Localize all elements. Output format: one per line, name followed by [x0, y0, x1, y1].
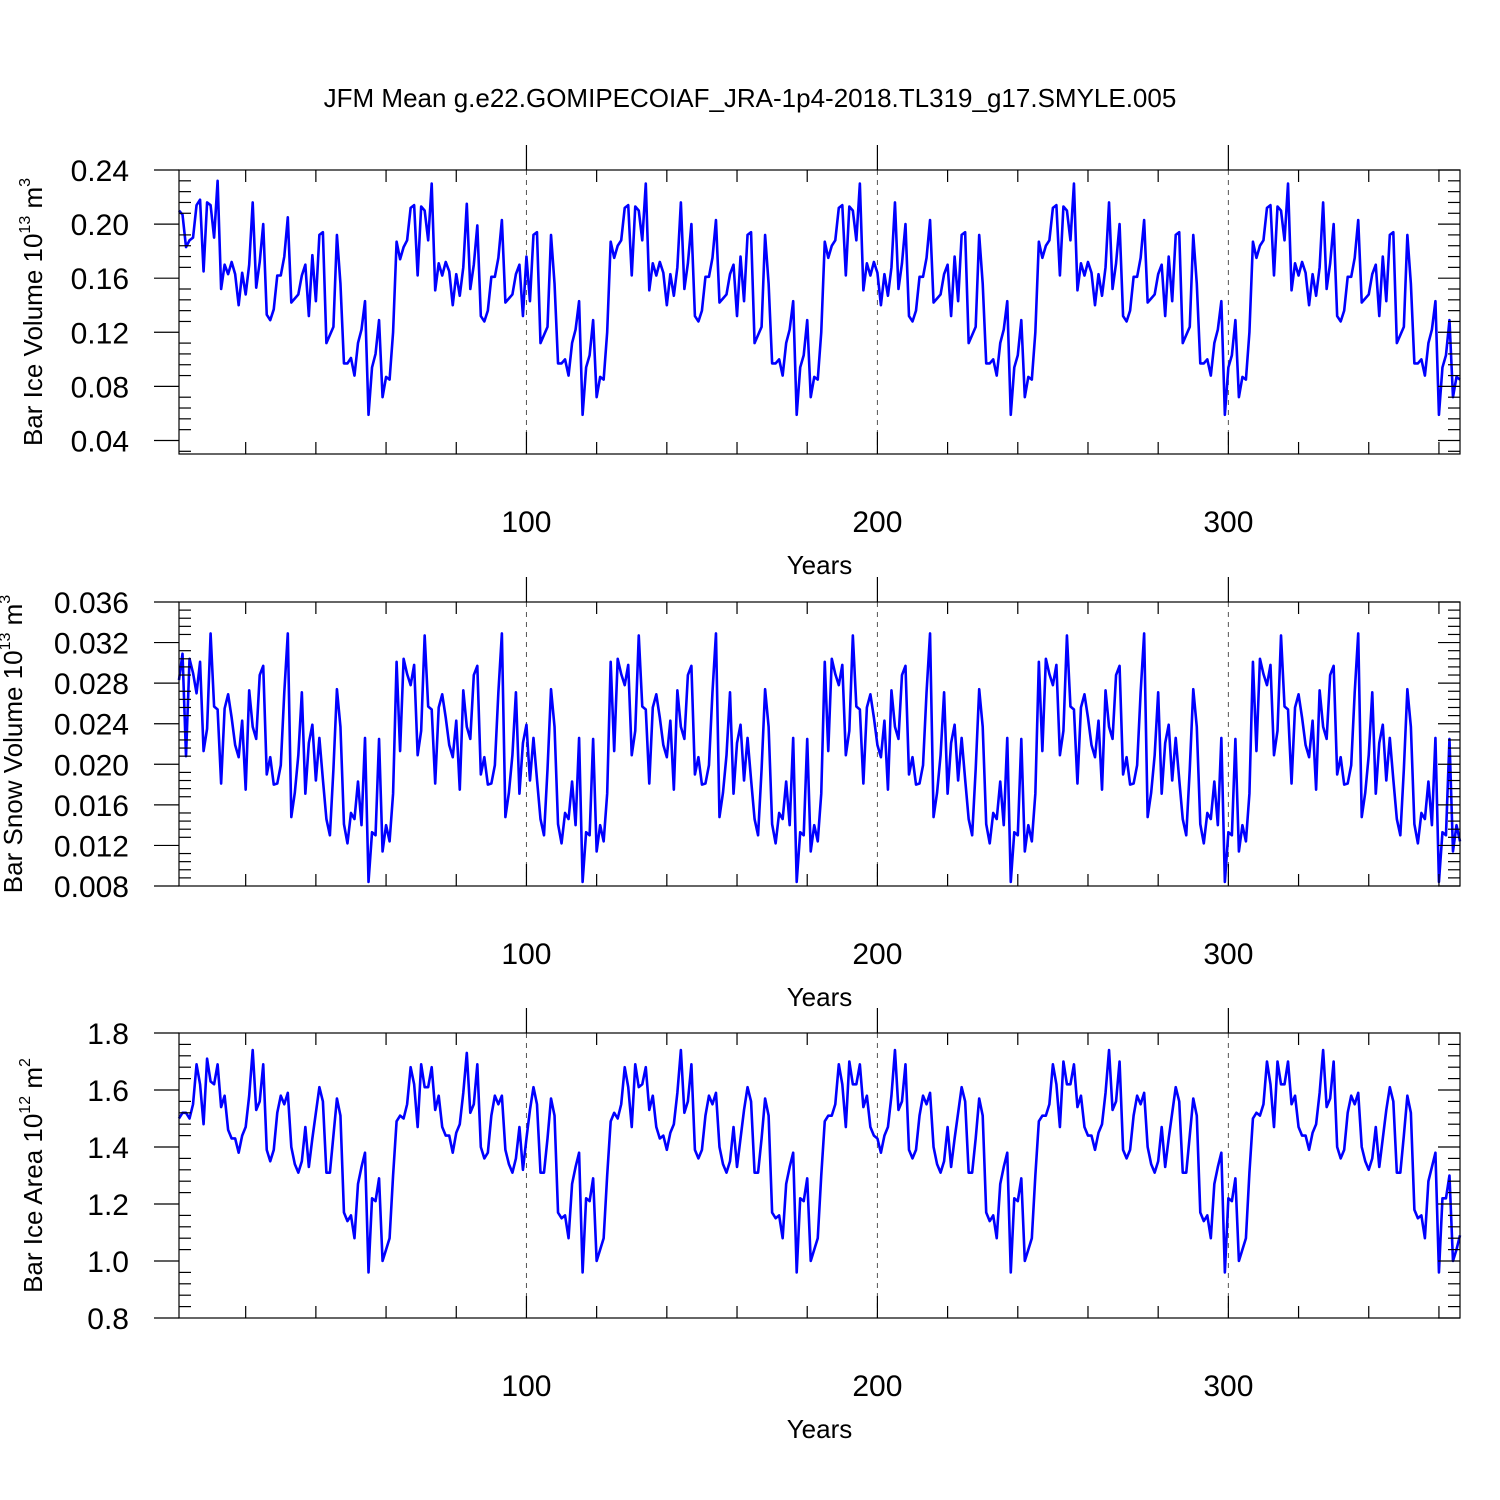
y-tick-label: 1.2 — [87, 1189, 129, 1222]
x-tick-label: 200 — [852, 938, 902, 971]
x-tick-label: 200 — [852, 506, 902, 539]
y-tick-label: 1.0 — [87, 1246, 129, 1279]
y-tick-label: 0.008 — [54, 871, 129, 904]
y-axis-label-exponent: 13 — [0, 632, 14, 650]
y-tick-label: 0.020 — [54, 749, 129, 782]
series-line — [177, 632, 1462, 884]
y-tick-label: 0.032 — [54, 628, 129, 661]
chart-title: JFM Mean g.e22.GOMIPECOIAF_JRA-1p4-2018.… — [324, 83, 1177, 113]
y-tick-label: 0.08 — [71, 371, 129, 404]
y-axis-label-main: Bar Snow Volume 10 — [0, 650, 28, 893]
x-tick-label: 200 — [852, 1370, 902, 1403]
series-line — [178, 179, 1461, 417]
y-tick-label: 1.4 — [87, 1132, 129, 1165]
y-tick-label: 0.04 — [71, 425, 129, 458]
y-axis-label-unit-exponent: 2 — [17, 1058, 34, 1067]
x-axis-label: Years — [787, 1414, 853, 1444]
x-axis-label: Years — [787, 982, 853, 1012]
y-axis-label-unit-exponent: 3 — [17, 178, 34, 187]
series-line — [177, 1048, 1462, 1274]
y-axis-label-unit: m — [0, 604, 28, 633]
y-axis-label-unit-exponent: 3 — [0, 595, 14, 604]
y-axis-label-main: Bar Ice Volume 10 — [18, 234, 48, 446]
y-tick-label: 0.036 — [54, 587, 129, 620]
y-tick-label: 1.8 — [87, 1018, 129, 1051]
y-tick-label: 0.016 — [54, 790, 129, 823]
x-axis-label: Years — [787, 550, 853, 580]
x-tick-label: 100 — [501, 506, 551, 539]
y-axis-label-main: Bar Ice Area 10 — [18, 1114, 48, 1293]
plot-frame — [178, 169, 1461, 455]
y-tick-label: 0.012 — [54, 830, 129, 863]
x-tick-label: 300 — [1203, 506, 1253, 539]
y-tick-label: 0.12 — [71, 317, 129, 350]
y-axis-label: Bar Snow Volume 1013 m3 — [0, 595, 28, 894]
x-tick-label: 300 — [1203, 1370, 1253, 1403]
panel-ice-volume: 0.04 0.08 0.12 0.16 0.20 0.24 100 200 300 Years Ba… — [17, 145, 1461, 580]
y-tick-label: 1.6 — [87, 1075, 129, 1108]
y-axis-label: Bar Ice Area 1012 m2 — [17, 1058, 48, 1293]
y-axis-label-unit: m — [18, 187, 48, 216]
y-tick-label: 0.024 — [54, 709, 129, 742]
y-tick-label: 0.24 — [71, 155, 129, 188]
x-tick-label: 100 — [501, 1370, 551, 1403]
plot-frame — [178, 601, 1461, 887]
y-tick-label: 0.16 — [71, 263, 129, 296]
y-axis-label-exponent: 12 — [17, 1096, 34, 1114]
y-tick-label: 0.8 — [87, 1303, 129, 1336]
y-tick-label: 0.028 — [54, 668, 129, 701]
panel-snow-volume: 0.008 0.012 0.016 0.020 0.024 0.028 0.032 0.036… — [0, 577, 1462, 1012]
x-tick-label: 100 — [501, 938, 551, 971]
y-tick-label: 0.20 — [71, 209, 129, 242]
y-axis-label-unit: m — [18, 1067, 48, 1096]
x-tick-label: 300 — [1203, 938, 1253, 971]
y-axis-label-exponent: 13 — [17, 216, 34, 234]
plot-frame — [178, 1032, 1461, 1319]
panel-ice-area: 0.8 1.0 1.2 1.4 1.6 1.8 100 200 300 Years Bar Ice … — [17, 1008, 1462, 1444]
panels: 0.04 0.08 0.12 0.16 0.20 0.24 100 200 300 Years Ba… — [0, 145, 1462, 1444]
y-axis-label: Bar Ice Volume 1013 m3 — [17, 178, 48, 446]
